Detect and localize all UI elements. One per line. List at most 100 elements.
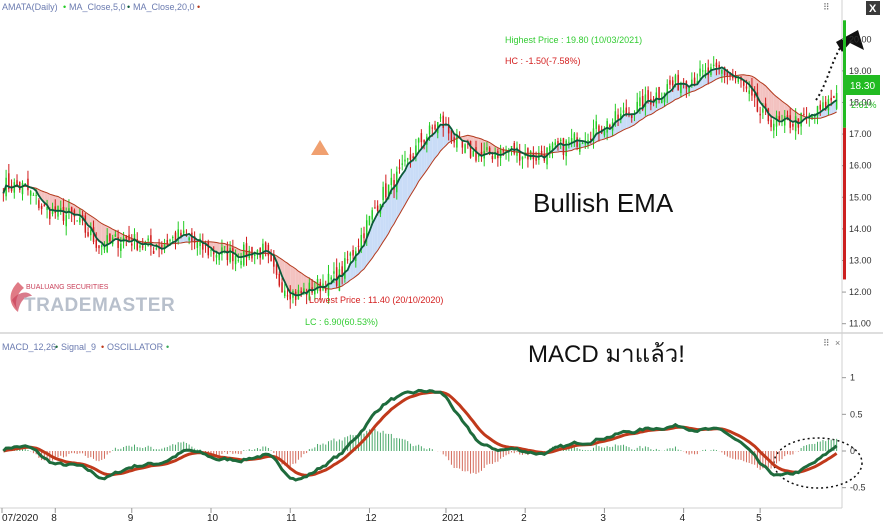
macd-line: [2, 388, 838, 482]
candle-body: [229, 247, 231, 262]
candle-body: [338, 269, 341, 291]
candle-body: [417, 138, 420, 143]
candle-body: [49, 210, 51, 219]
candle-body: [693, 77, 696, 85]
candle: [87, 227, 89, 238]
candle-body: [65, 214, 67, 227]
ma-fill-segment: [598, 131, 602, 141]
candle-body: [439, 117, 442, 119]
candle-body: [27, 178, 29, 191]
candle: [568, 136, 570, 149]
candle-body: [715, 62, 718, 67]
candle: [584, 132, 587, 150]
candle-body: [691, 79, 693, 85]
candle: [234, 249, 237, 272]
macd-settings-icon[interactable]: ×: [835, 338, 840, 348]
candle-body: [674, 75, 677, 83]
candle-body: [565, 140, 567, 157]
price-tick-label: 17.00: [849, 129, 872, 139]
price-tick-label: 13.00: [849, 255, 872, 265]
candle-body: [726, 70, 729, 77]
ma-fill-segment: [615, 120, 619, 135]
candle-body: [699, 68, 701, 77]
time-tick-label: 10: [207, 513, 219, 524]
macd-expand-icon[interactable]: ⠿: [823, 338, 830, 348]
candle-body: [753, 93, 756, 98]
macd-lines: [2, 388, 838, 482]
macd-title-annotation: MACD มาแล้ว!: [528, 341, 685, 368]
candle-body: [723, 67, 726, 76]
candle-body: [783, 116, 786, 126]
time-tick-label: 07/2020: [2, 513, 39, 524]
candle: [177, 221, 179, 245]
candle-body: [639, 97, 641, 107]
candle-body: [226, 250, 229, 260]
candle-body: [540, 150, 543, 156]
ma-fill-segment: [290, 265, 293, 294]
ma-fill-segment: [492, 144, 496, 154]
candle-body: [734, 77, 737, 79]
candle: [357, 238, 360, 253]
candle: [314, 281, 316, 301]
ma-fill-segment: [779, 98, 782, 122]
candle-body: [658, 87, 660, 99]
candle-body: [680, 83, 682, 94]
candle-body: [622, 110, 625, 113]
hc-label: HC : -1.50(-7.58%): [505, 56, 581, 66]
candle-body: [32, 194, 35, 196]
candle-body: [365, 220, 368, 240]
candle-body: [584, 140, 587, 145]
close-button[interactable]: [866, 1, 880, 15]
candle-body: [270, 252, 272, 262]
candle-body: [286, 295, 289, 297]
ma-fill-segment: [623, 114, 627, 130]
candle-body: [273, 256, 275, 267]
ma-fill-segment: [691, 84, 695, 92]
ma-fill-segment: [429, 135, 433, 167]
candle-body: [581, 142, 584, 144]
candle-body: [535, 158, 537, 161]
ma-fill-segment: [88, 214, 91, 228]
candle-body: [456, 134, 458, 148]
ma-fill-segment: [435, 128, 438, 159]
expand-icon[interactable]: ⠿: [823, 2, 830, 12]
candle-body: [510, 146, 513, 148]
candle-body: [773, 123, 775, 131]
candle: [109, 233, 111, 243]
candle-body: [412, 156, 414, 159]
time-tick-label: 8: [51, 513, 57, 524]
candle-body: [95, 239, 98, 248]
candle-body: [568, 141, 570, 143]
candle: [486, 141, 488, 153]
moving-average-lines: [2, 66, 838, 297]
candle: [549, 143, 551, 158]
candle-body: [262, 243, 264, 259]
candle-body: [488, 147, 491, 155]
candle: [417, 137, 420, 152]
candle: [669, 75, 671, 90]
ma-fill-segment: [391, 187, 395, 229]
candle: [775, 110, 778, 136]
candle-body: [155, 248, 158, 250]
ma-fill-segment: [350, 260, 354, 281]
candle: [770, 116, 772, 132]
candle-body: [428, 125, 431, 135]
svg-text:•: •: [166, 342, 169, 352]
candle-body: [84, 215, 87, 233]
candle-body: [136, 239, 138, 250]
candle: [106, 228, 108, 254]
ma-fill-segment: [776, 96, 780, 122]
candle: [773, 119, 775, 139]
highest-price-label: Highest Price : 19.80 (10/03/2021): [505, 35, 642, 45]
ma-fill-segment: [421, 145, 425, 178]
ma-fill-segment: [98, 221, 102, 243]
candle-body: [406, 158, 409, 160]
trademaster-logo: BUALUANG SECURITIES TRADEMASTER: [10, 282, 175, 316]
candle-body: [551, 143, 554, 151]
candle-body: [51, 208, 54, 214]
time-tick-label: 2: [521, 513, 527, 524]
candle: [693, 72, 696, 87]
candle: [90, 222, 92, 241]
candle-body: [447, 125, 450, 134]
